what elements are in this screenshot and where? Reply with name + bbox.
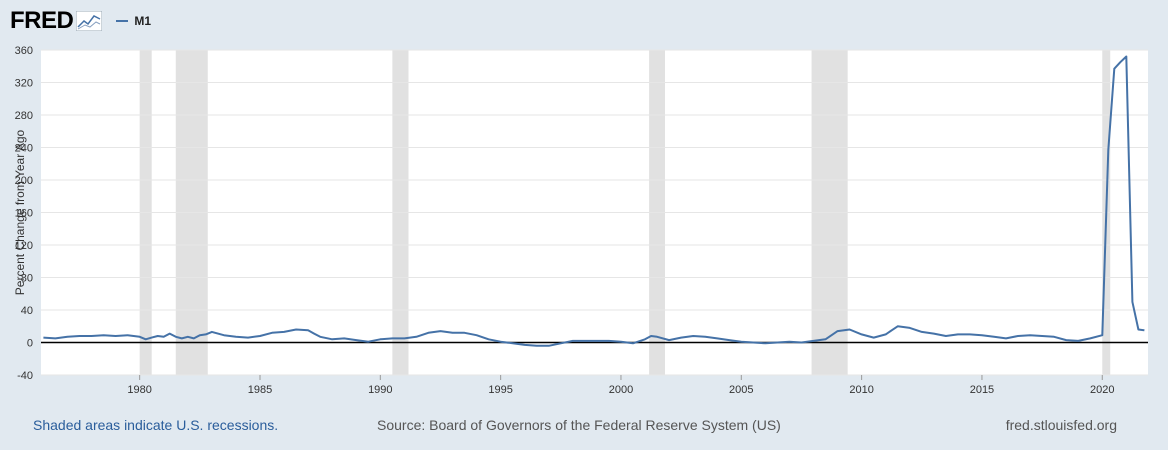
legend-swatch <box>116 20 129 22</box>
y-tick-label: 320 <box>15 78 33 90</box>
legend-label: M1 <box>134 14 152 28</box>
x-tick-label: 1985 <box>248 384 272 396</box>
x-tick-label: 2005 <box>729 384 753 396</box>
fred-logo-graph-icon <box>76 11 103 31</box>
y-tick-label: 0 <box>27 338 33 350</box>
x-tick-label: 1990 <box>368 384 392 396</box>
y-tick-label: -40 <box>17 370 33 382</box>
x-tick-label: 2020 <box>1090 384 1114 396</box>
header: FRED M1 <box>10 6 151 36</box>
y-tick-label: 120 <box>15 240 33 252</box>
y-axis: -40 0 40 80 120 160 200 240 280 320 360 <box>15 45 33 382</box>
y-tick-label: 40 <box>21 305 33 317</box>
y-gridlines <box>41 49 1148 376</box>
x-tick-label: 2010 <box>849 384 873 396</box>
x-tick-label: 2015 <box>970 384 994 396</box>
y-axis-label: Percent Change from Year Ago <box>13 129 27 295</box>
y-tick-label: 240 <box>15 143 33 155</box>
legend[interactable]: M1 <box>116 14 151 28</box>
y-tick-label: 360 <box>15 45 33 57</box>
x-tick-label: 1980 <box>127 384 151 396</box>
y-tick-label: 160 <box>15 208 33 220</box>
recession-note-link[interactable]: Shaded areas indicate U.S. recessions. <box>33 417 279 433</box>
y-tick-label: 280 <box>15 110 33 122</box>
x-tick-label: 2000 <box>609 384 633 396</box>
source-text: Source: Board of Governors of the Federa… <box>377 417 781 433</box>
x-axis: 1980 1985 1990 1995 2000 2005 2010 2015 2020 <box>127 375 1115 396</box>
y-tick-label: 200 <box>15 175 33 187</box>
site-link[interactable]: fred.stlouisfed.org <box>1005 417 1117 433</box>
x-tick-label: 1995 <box>488 384 512 396</box>
series-line-m1[interactable] <box>43 55 1145 347</box>
y-tick-label: 80 <box>21 273 33 285</box>
fred-logo[interactable]: FRED <box>10 7 74 34</box>
